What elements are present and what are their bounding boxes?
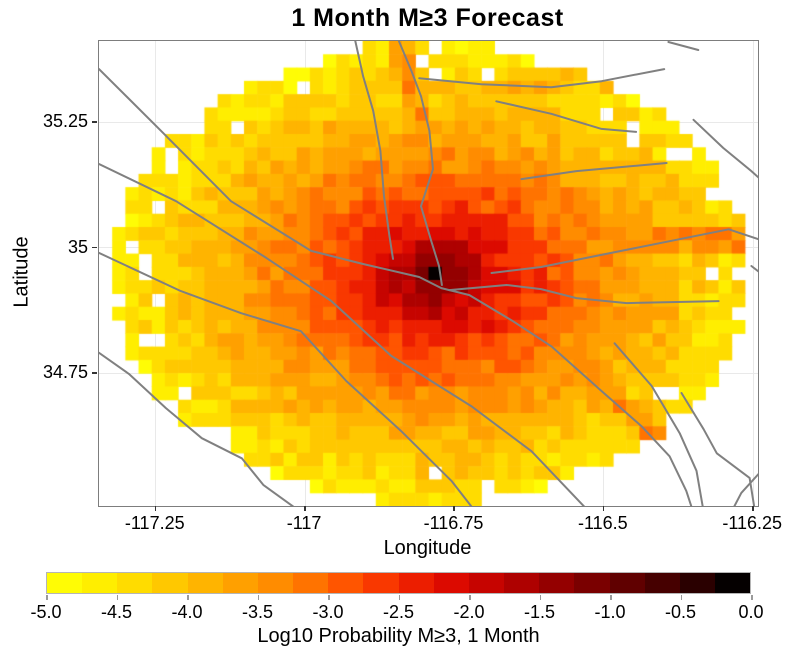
fault-line [99, 163, 586, 506]
colorbar-tick-label: -3.5 [241, 602, 274, 622]
colorbar-segment [468, 573, 505, 593]
colorbar-tick-mark [539, 595, 541, 600]
colorbar-tick-label: -3.0 [312, 602, 344, 622]
fault-line [495, 100, 638, 133]
fault-line [613, 342, 704, 506]
colorbar-tick-mark [116, 595, 118, 600]
y-axis-tick-mark [92, 372, 97, 374]
colorbar-segment [222, 573, 258, 593]
colorbar-segment [574, 573, 610, 593]
x-axis-tick-mark [154, 506, 157, 511]
colorbar-segment [714, 573, 751, 593]
colorbar-segment [257, 573, 294, 593]
colorbar-tick-mark [187, 595, 189, 600]
colorbar-segment [187, 573, 223, 593]
probability-heatmap [99, 41, 758, 506]
fault-line [750, 265, 758, 273]
colorbar-segment [609, 573, 645, 593]
x-axis-tick-label: -116.5 [577, 513, 628, 533]
y-axis-tick-mark [92, 246, 97, 249]
colorbar-tick-label: -2.0 [453, 602, 485, 622]
colorbar-tick-mark [398, 595, 400, 600]
fault-line [354, 41, 394, 260]
colorbar-tick-mark [328, 595, 330, 600]
colorbar-segment [504, 573, 540, 593]
colorbar-tick-label: -4.5 [100, 602, 133, 622]
colorbar-segment [433, 573, 469, 593]
colorbar-segment [82, 573, 118, 593]
y-axis-title: Latitude [10, 236, 33, 308]
x-axis-tick-label: -116.75 [423, 513, 484, 533]
fault-line [418, 68, 666, 89]
colorbar-segment [679, 573, 715, 593]
fault-line [99, 68, 693, 506]
colorbar-tick-label: -4.0 [171, 602, 203, 622]
colorbar-title: Log10 Probability M≥3, 1 Month [257, 625, 540, 647]
y-axis-tick-label: 34.75 [42, 362, 88, 383]
fault-line [490, 228, 758, 274]
fault-line [667, 41, 700, 51]
colorbar-tick-mark [610, 595, 612, 600]
fault-line [99, 351, 295, 506]
fault-line [397, 41, 443, 286]
x-axis-tick-label: -117.25 [124, 513, 185, 533]
fault-lines-overlay [99, 41, 758, 506]
colorbar-tick-mark [751, 595, 753, 600]
colorbar [46, 572, 751, 594]
plot-panel [98, 40, 759, 507]
fault-line [520, 162, 668, 181]
colorbar-tick-label: -0.5 [664, 602, 697, 622]
fault-line [692, 118, 758, 179]
colorbar-segment [328, 573, 364, 593]
colorbar-tick-label: -2.5 [382, 602, 415, 622]
x-axis-tick-label: -117 [286, 513, 322, 533]
x-axis-tick-label: -116.25 [722, 513, 783, 533]
x-axis-tick-mark [752, 506, 754, 511]
colorbar-segment [117, 573, 153, 593]
colorbar-tick-label: 0.0 [738, 602, 764, 622]
colorbar-tick-mark [257, 595, 259, 600]
colorbar-tick-label: -1.5 [523, 602, 556, 622]
x-axis-tick-mark [602, 506, 605, 511]
colorbar-tick-mark [469, 595, 471, 600]
x-axis-title: Longitude [383, 537, 472, 559]
colorbar-segment [644, 573, 680, 593]
colorbar-segment [293, 573, 329, 593]
y-axis-tick-label: 35 [67, 236, 88, 257]
colorbar-tick-label: -5.0 [30, 602, 62, 622]
fault-line [733, 473, 758, 506]
fault-line [680, 392, 756, 506]
colorbar-segment [152, 573, 188, 593]
colorbar-tick-mark [680, 595, 682, 600]
colorbar-segment [363, 573, 399, 593]
y-axis-tick-mark [92, 121, 97, 123]
x-axis-tick-mark [304, 506, 306, 511]
colorbar-tick-mark [46, 595, 48, 600]
fault-line [448, 284, 720, 305]
colorbar-segment [539, 573, 575, 593]
x-axis-tick-mark [453, 506, 455, 511]
colorbar-tick-label: -1.0 [594, 602, 626, 622]
y-axis-tick-label: 35.25 [42, 111, 88, 132]
colorbar-segment [398, 573, 434, 593]
fault-line [99, 251, 473, 506]
colorbar-segment [47, 573, 83, 593]
chart-title: 1 Month M≥3 Forecast [291, 4, 564, 32]
